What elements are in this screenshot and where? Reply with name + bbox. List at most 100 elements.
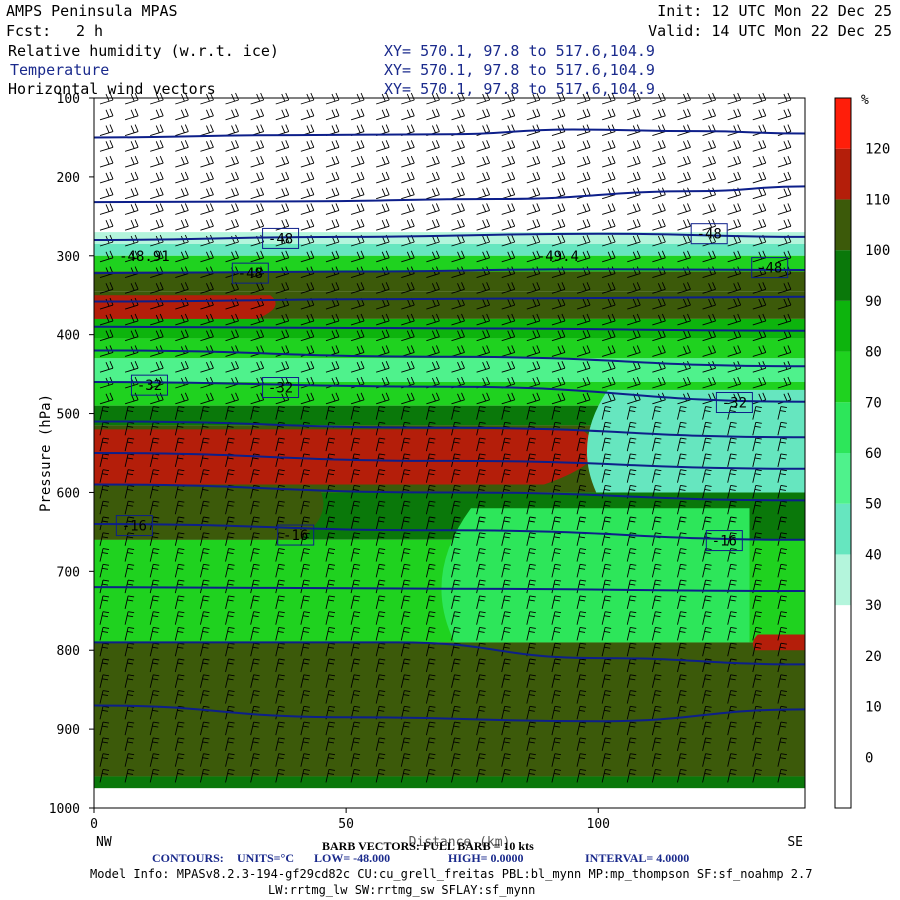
colorbar-swatch: [835, 300, 851, 352]
temperature-contour: [93, 295, 806, 303]
wind-barb: [174, 437, 185, 452]
wind-barb: [451, 658, 461, 673]
wind-barb: [425, 627, 436, 641]
wind-barb: [526, 282, 541, 294]
wind-barb: [451, 140, 465, 152]
wind-barb: [400, 753, 411, 767]
colorbar-tick-label: 120: [865, 142, 890, 158]
wind-barb: [99, 392, 114, 405]
wind-barb: [149, 642, 160, 657]
wind-barb: [777, 171, 792, 184]
wind-barb: [300, 140, 315, 152]
wind-barb: [601, 690, 612, 704]
wind-barb: [727, 690, 737, 704]
wind-barb-layer: [99, 92, 792, 783]
wind-barb: [275, 627, 285, 641]
wind-barb: [250, 108, 265, 121]
wind-barb: [576, 753, 587, 767]
wind-barb: [124, 563, 135, 578]
wind-barb: [375, 469, 386, 483]
wind-barb: [752, 171, 767, 184]
wind-barb: [124, 171, 139, 184]
wind-barb: [325, 563, 336, 578]
wind-barb: [626, 627, 637, 641]
wind-barb: [702, 345, 716, 357]
wind-barb: [501, 313, 516, 326]
wind-barb: [702, 313, 716, 326]
wind-barb: [752, 548, 762, 562]
wind-barb: [576, 329, 591, 342]
temperature-contour: [93, 704, 806, 723]
wind-barb: [425, 658, 436, 673]
wind-barb: [626, 437, 637, 452]
wind-barb: [401, 361, 415, 373]
wind-barb: [752, 737, 762, 751]
wind-barb: [526, 627, 536, 641]
colorbar-swatch: [835, 402, 851, 453]
wind-barb: [602, 108, 616, 121]
wind-barb: [451, 392, 465, 405]
wind-barb: [727, 453, 737, 467]
wind-barb: [501, 345, 516, 357]
wind-barb: [325, 500, 336, 515]
wind-barb: [425, 563, 436, 578]
wind-barb: [250, 563, 260, 578]
field-xy-temperature: XY= 570.1, 97.8 to 517.6,104.9: [384, 61, 655, 79]
wind-barb: [400, 737, 411, 751]
wind-barb: [702, 690, 712, 704]
wind-barb: [275, 595, 285, 609]
wind-barb: [225, 392, 239, 405]
wind-barb: [576, 345, 591, 357]
wind-barb: [501, 532, 511, 546]
wind-barb: [425, 611, 436, 625]
wind-barb: [149, 500, 160, 515]
wind-barb: [451, 769, 461, 783]
wind-barb: [425, 753, 436, 767]
temperature-contour: [93, 128, 806, 139]
wind-barb: [400, 406, 411, 420]
wind-barb: [199, 674, 210, 688]
wind-barb: [250, 140, 265, 152]
wind-barb: [174, 548, 185, 562]
field-label-rh: Relative humidity (w.r.t. ice): [8, 42, 279, 60]
wind-barb: [99, 250, 114, 263]
wind-barb: [501, 753, 511, 767]
wind-barb: [325, 548, 336, 562]
wind-barb: [476, 532, 486, 546]
wind-barb: [551, 500, 562, 515]
wind-barb: [702, 469, 712, 483]
wind-barb: [149, 406, 160, 420]
wind-barb: [677, 376, 691, 389]
wind-barb: [727, 563, 737, 578]
wind-barb: [702, 705, 712, 720]
wind-barb: [425, 406, 436, 420]
wind-barb: [250, 753, 260, 767]
wind-barb: [426, 155, 440, 168]
colorbar-swatch: [835, 757, 851, 808]
wind-barb: [300, 658, 310, 673]
wind-barb: [275, 611, 285, 625]
colorbar-swatch: [835, 250, 851, 301]
wind-barb: [601, 611, 612, 625]
wind-barb: [627, 203, 641, 215]
wind-barb: [275, 469, 285, 483]
wind-barb: [551, 297, 566, 310]
wind-barb: [99, 705, 110, 720]
wind-barb: [350, 108, 365, 121]
field-label-wind: Horizontal wind vectors: [8, 80, 216, 98]
wind-barb: [702, 376, 716, 389]
wind-barb: [476, 406, 486, 420]
wind-barb: [526, 329, 541, 342]
wind-barb: [225, 627, 235, 641]
wind-barb: [651, 469, 662, 483]
wind-barb: [551, 453, 562, 467]
wind-barb: [677, 595, 687, 609]
wind-barb: [175, 392, 189, 405]
wind-barb: [99, 690, 110, 704]
wind-barb: [727, 171, 742, 184]
wind-barb: [451, 737, 461, 751]
wind-barb: [677, 421, 687, 436]
wind-barb: [652, 297, 666, 310]
wind-barb: [626, 769, 637, 783]
wind-barb: [325, 187, 340, 200]
